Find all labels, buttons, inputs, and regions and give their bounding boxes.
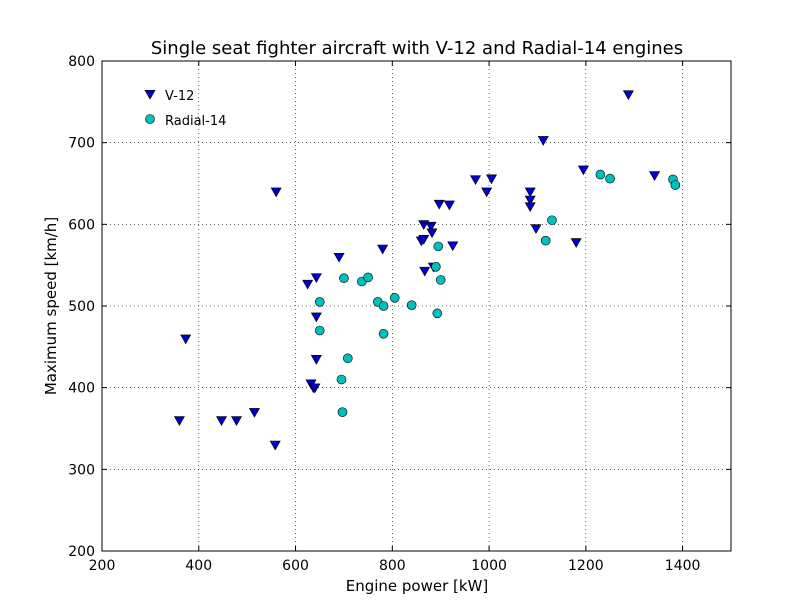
x-tick-label: 800 xyxy=(379,558,406,574)
data-point-radial14 xyxy=(336,374,347,385)
y-tick-label: 400 xyxy=(68,381,95,397)
data-point-v12 xyxy=(443,200,455,211)
data-point-v12 xyxy=(622,90,634,101)
data-point-v12 xyxy=(485,174,498,185)
data-point-radial14 xyxy=(389,293,400,303)
legend-label-radial14: Radial-14 xyxy=(165,114,226,129)
data-point-v12 xyxy=(447,241,459,252)
legend-item-radial14: Radial-14 xyxy=(145,114,226,129)
legend-label-v12: V-12 xyxy=(165,89,194,104)
data-point-v12 xyxy=(481,187,493,198)
data-point-v12 xyxy=(269,440,281,451)
y-tick-label: 300 xyxy=(68,462,95,478)
data-point-v12 xyxy=(537,136,549,146)
data-point-v12 xyxy=(419,266,431,277)
data-point-v12 xyxy=(649,171,661,181)
data-point-v12 xyxy=(577,165,589,176)
data-point-v12 xyxy=(524,202,536,212)
data-point-v12 xyxy=(180,334,192,345)
data-point-radial14 xyxy=(342,353,353,364)
data-point-v12 xyxy=(524,195,536,206)
data-point-radial14 xyxy=(432,308,443,319)
data-point-v12 xyxy=(302,279,314,290)
data-point-v12 xyxy=(310,312,322,323)
data-point-radial14 xyxy=(595,169,606,180)
chart-title: Single seat fighter aircraft with V-12 a… xyxy=(151,38,683,59)
x-tick-label: 1400 xyxy=(665,558,701,574)
y-axis-label: Maximum speed [km/h] xyxy=(42,217,60,395)
y-tick-label: 600 xyxy=(68,217,95,233)
data-point-v12 xyxy=(426,228,438,239)
data-point-radial14 xyxy=(431,261,441,272)
x-tick-label: 200 xyxy=(89,558,116,574)
data-point-radial14 xyxy=(378,328,389,339)
data-point-v12 xyxy=(173,416,185,426)
data-points xyxy=(173,90,681,451)
data-point-v12 xyxy=(524,187,536,198)
data-point-v12 xyxy=(377,244,389,255)
data-point-v12 xyxy=(425,221,437,232)
data-point-v12 xyxy=(418,234,430,245)
x-tick-label: 1000 xyxy=(471,558,507,574)
data-point-radial14 xyxy=(314,297,325,307)
x-tick-label: 1200 xyxy=(568,558,604,574)
data-point-v12 xyxy=(433,199,445,210)
legend-item-v12: V-12 xyxy=(144,89,194,104)
data-point-radial14 xyxy=(337,407,348,417)
data-point-radial14 xyxy=(547,215,557,226)
data-point-radial14 xyxy=(363,272,373,283)
data-point-radial14 xyxy=(433,241,444,252)
data-point-radial14 xyxy=(406,300,417,310)
y-tick-label: 700 xyxy=(68,136,95,152)
data-point-radial14 xyxy=(605,173,615,184)
data-point-v12 xyxy=(333,252,345,263)
data-point-radial14 xyxy=(339,273,349,284)
legend-marker-circle xyxy=(145,114,155,124)
data-point-v12 xyxy=(215,416,228,426)
y-tick-label: 500 xyxy=(68,299,95,315)
data-point-v12 xyxy=(530,224,542,235)
x-axis-label: Engine power [kW] xyxy=(346,577,489,595)
x-tick-label: 400 xyxy=(185,558,212,574)
legend: V-12 Radial-14 xyxy=(144,89,226,129)
data-point-radial14 xyxy=(314,325,325,336)
y-tick-label: 200 xyxy=(68,544,95,560)
data-point-v12 xyxy=(570,238,582,248)
data-point-v12 xyxy=(230,416,243,426)
data-point-v12 xyxy=(310,273,322,284)
data-point-radial14 xyxy=(540,235,551,246)
plot-area xyxy=(102,61,731,551)
y-tick-label: 800 xyxy=(68,54,95,70)
data-point-radial14 xyxy=(670,180,681,190)
x-tick-label: 600 xyxy=(282,558,309,574)
data-point-v12 xyxy=(270,187,282,198)
axis-ticks: 200 400 600 800 1000 1200 1400 200 300 400 500 600 7… xyxy=(68,54,731,574)
data-point-v12 xyxy=(309,383,321,394)
data-point-v12 xyxy=(248,408,260,418)
grid-lines xyxy=(102,61,731,551)
data-point-v12 xyxy=(470,175,482,186)
legend-marker-triangle-down xyxy=(144,89,156,100)
data-point-v12 xyxy=(310,355,322,365)
plot-frame xyxy=(101,60,732,552)
data-point-radial14 xyxy=(435,275,446,285)
data-point-radial14 xyxy=(378,301,389,311)
